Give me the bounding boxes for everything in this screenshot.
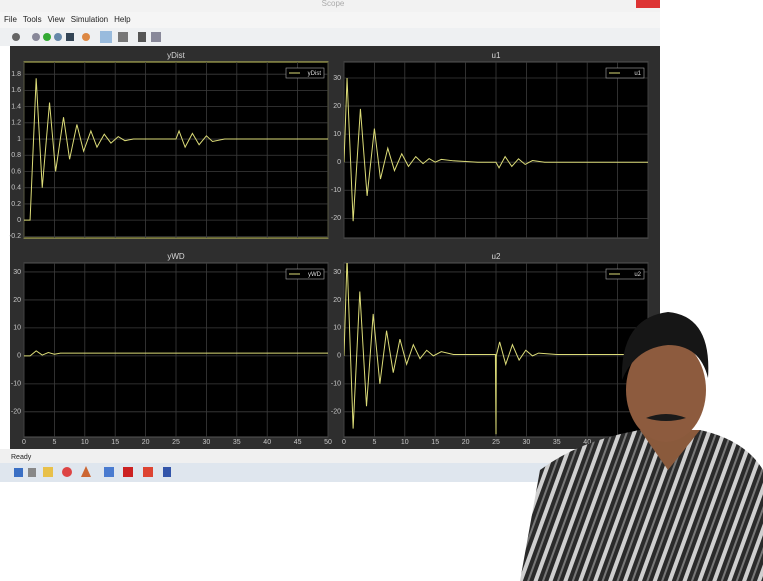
x-tick-label: 25 bbox=[172, 439, 180, 446]
y-tick-label: 20 bbox=[333, 297, 341, 304]
style-icon[interactable] bbox=[151, 32, 161, 42]
legend-label: u1 bbox=[634, 71, 641, 77]
y-tick-label: 1.6 bbox=[11, 87, 21, 94]
y-tick-label: -20 bbox=[11, 409, 21, 416]
status-text: Ready bbox=[11, 454, 32, 461]
y-tick-label: 20 bbox=[333, 103, 341, 110]
y-tick-label: 30 bbox=[333, 269, 341, 276]
y-tick-label: -10 bbox=[331, 187, 341, 194]
plot-title: u1 bbox=[492, 51, 501, 60]
x-tick-label: 30 bbox=[203, 439, 211, 446]
plot-title: u2 bbox=[492, 252, 501, 261]
y-tick-label: 0 bbox=[337, 159, 341, 166]
y-tick-label: 10 bbox=[13, 325, 21, 332]
settings-icon[interactable] bbox=[12, 33, 20, 41]
app-icon[interactable] bbox=[163, 467, 171, 477]
highlight-icon[interactable] bbox=[82, 33, 90, 41]
y-tick-label: 0 bbox=[337, 353, 341, 360]
y-tick-label: -20 bbox=[331, 215, 341, 222]
y-tick-label: 1.2 bbox=[11, 120, 21, 127]
x-tick-label: 10 bbox=[401, 439, 409, 446]
y-tick-label: 10 bbox=[333, 325, 341, 332]
y-tick-label: 10 bbox=[333, 131, 341, 138]
x-tick-label: 20 bbox=[142, 439, 150, 446]
pdf-icon[interactable] bbox=[123, 467, 133, 477]
x-tick-label: 50 bbox=[324, 439, 332, 446]
screen: Scope File Tools View Simulation Help yDist -… bbox=[0, 0, 763, 581]
menu-item[interactable]: View bbox=[48, 15, 65, 24]
step-back-icon[interactable] bbox=[32, 33, 40, 41]
x-tick-label: 15 bbox=[111, 439, 119, 446]
menu-item[interactable]: Simulation bbox=[71, 15, 108, 24]
ppt-icon[interactable] bbox=[143, 467, 153, 477]
toolbar bbox=[0, 28, 660, 46]
y-tick-label: 20 bbox=[13, 297, 21, 304]
x-tick-label: 5 bbox=[372, 439, 376, 446]
y-tick-label: 0.4 bbox=[11, 185, 21, 192]
y-tick-label: -0.2 bbox=[9, 233, 21, 240]
cursor-icon[interactable] bbox=[138, 32, 146, 42]
y-tick-label: 0.2 bbox=[11, 201, 21, 208]
x-tick-label: 30 bbox=[523, 439, 531, 446]
y-tick-label: 0 bbox=[17, 353, 21, 360]
menu-item[interactable]: File bbox=[4, 15, 17, 24]
y-tick-label: 1.4 bbox=[11, 103, 21, 110]
x-tick-label: 45 bbox=[294, 439, 302, 446]
plot-title: yDist bbox=[167, 51, 186, 60]
x-tick-label: 40 bbox=[263, 439, 271, 446]
stop-icon[interactable] bbox=[66, 33, 74, 41]
window-title: Scope bbox=[322, 0, 345, 8]
legend-label: yWD bbox=[308, 272, 322, 278]
x-tick-label: 25 bbox=[492, 439, 500, 446]
step-icon[interactable] bbox=[54, 33, 62, 41]
plot-title: yWD bbox=[167, 252, 185, 261]
y-tick-label: 0.6 bbox=[11, 168, 21, 175]
y-tick-label: 0.8 bbox=[11, 152, 21, 159]
close-button[interactable] bbox=[636, 0, 660, 8]
y-tick-label: 1 bbox=[17, 136, 21, 143]
x-tick-label: 10 bbox=[81, 439, 89, 446]
y-tick-label: 0 bbox=[17, 217, 21, 224]
y-tick-label: 30 bbox=[13, 269, 21, 276]
menu-item[interactable]: Tools bbox=[23, 15, 42, 24]
x-tick-label: 15 bbox=[431, 439, 439, 446]
y-tick-label: -10 bbox=[331, 381, 341, 388]
x-tick-label: 20 bbox=[462, 439, 470, 446]
menu-item[interactable]: Help bbox=[114, 15, 131, 24]
zoom-icon[interactable] bbox=[100, 31, 112, 43]
folder-icon[interactable] bbox=[43, 467, 53, 477]
y-tick-label: -10 bbox=[11, 381, 21, 388]
x-tick-label: 0 bbox=[22, 439, 26, 446]
legend-label: yDist bbox=[308, 71, 322, 77]
x-tick-label: 35 bbox=[553, 439, 561, 446]
start-icon[interactable] bbox=[14, 468, 23, 477]
y-tick-label: 1.8 bbox=[11, 71, 21, 78]
browser-icon[interactable] bbox=[62, 467, 72, 477]
axes-icon[interactable] bbox=[118, 32, 128, 42]
x-tick-label: 0 bbox=[342, 439, 346, 446]
app-icon[interactable] bbox=[104, 467, 114, 477]
run-icon[interactable] bbox=[43, 33, 51, 41]
task-icon[interactable] bbox=[28, 468, 36, 477]
x-tick-label: 5 bbox=[52, 439, 56, 446]
y-tick-label: -20 bbox=[331, 409, 341, 416]
x-tick-label: 35 bbox=[233, 439, 241, 446]
y-tick-label: 30 bbox=[333, 75, 341, 82]
legend-label: u2 bbox=[634, 272, 641, 278]
